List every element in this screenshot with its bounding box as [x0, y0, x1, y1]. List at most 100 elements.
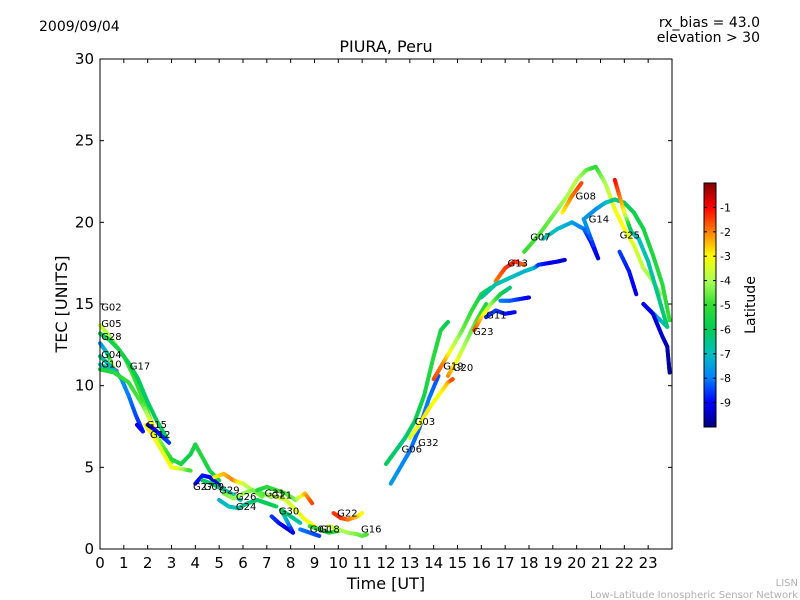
series-G03 [407, 377, 455, 440]
colorbar-tick-label: -7 [720, 348, 731, 361]
series-G15 [143, 422, 193, 473]
x-tick-label: 14 [424, 554, 443, 572]
series-G22 [331, 511, 365, 522]
series-label-G16: G16 [361, 525, 381, 536]
series-G17-segment [215, 476, 222, 483]
x-tick-label: 5 [214, 554, 224, 572]
y-tick-label: 15 [75, 295, 94, 313]
series-G01-segment [315, 533, 322, 538]
series-label-G05: G05 [101, 319, 121, 330]
elevation-label: elevation > 30 [657, 30, 760, 46]
series-label-G25: G25 [620, 231, 640, 242]
series-G06 [384, 319, 450, 467]
series-G05-segment [163, 433, 169, 440]
series-label-G08: G08 [575, 191, 595, 202]
date-label: 2009/09/04 [39, 19, 120, 35]
series-G24-segment [272, 503, 279, 509]
series-label-G31: G31 [264, 489, 284, 500]
series-G32-segment [434, 373, 441, 382]
series-label-G23: G23 [473, 327, 493, 338]
series-label-G02: G02 [101, 303, 121, 314]
series-G24 [217, 498, 279, 511]
series-G27 [193, 473, 222, 488]
x-tick-label: 21 [591, 554, 610, 572]
colorbar-tick-label: -4 [720, 275, 731, 288]
x-tick-label: 7 [262, 554, 272, 572]
series-label-G27: G27 [193, 482, 213, 493]
footer-lisn: LISN [776, 578, 798, 589]
y-tick-label: 5 [84, 458, 94, 476]
series-G14-segment [666, 312, 672, 323]
y-tick-label: 20 [75, 213, 94, 231]
series-G04-segment [134, 422, 140, 428]
series-G25-segment [633, 288, 639, 297]
colorbar-tick-label: -9 [720, 397, 731, 410]
series-label-G30: G30 [279, 507, 299, 518]
series-label-G04: G04 [101, 350, 121, 361]
x-tick-label: 18 [519, 554, 538, 572]
x-tick-label: 10 [329, 554, 348, 572]
series-G22-segment [359, 511, 365, 516]
colorbar-label: Latitude [743, 276, 759, 334]
y-tick-label: 25 [75, 132, 94, 150]
series-label-G06: G06 [401, 445, 421, 456]
series-G30-segment [296, 519, 303, 525]
y-tick-label: 30 [75, 50, 94, 68]
series-label-G17: G17 [130, 361, 150, 372]
x-tick-label: 19 [543, 554, 562, 572]
x-tick-label: 3 [167, 554, 177, 572]
series-G01 [298, 527, 322, 538]
series-G32 [388, 373, 441, 486]
series-G17 [98, 367, 222, 483]
chart-title: PIURA, Peru [339, 37, 432, 56]
series-G23-segment [506, 285, 512, 291]
colorbar-ticks: -1 -2 -3 -4 -5 -6 -7 -8 -9 [704, 201, 731, 410]
series-label-G28: G28 [101, 332, 121, 343]
series-label-G32: G32 [418, 438, 438, 449]
colorbar-tick-label: -8 [720, 372, 731, 385]
series-label-G22: G22 [337, 508, 357, 519]
series-G09-segment [237, 496, 243, 502]
series-label-G21: G21 [272, 490, 292, 501]
x-tick-label: 15 [448, 554, 467, 572]
series-label-G20: G20 [453, 363, 473, 374]
series-G29-segment [258, 493, 265, 499]
series-label-G11: G11 [486, 311, 506, 322]
series-G13 [493, 259, 527, 284]
series-label-G14: G14 [589, 214, 609, 225]
x-tick-label: 16 [472, 554, 491, 572]
series-G20-segment [482, 302, 489, 309]
series-label-G26: G26 [236, 492, 256, 503]
colorbar-tick-label: -1 [720, 201, 731, 214]
x-axis: 0 1 2 3 4 5 6 7 8 9 10 11 12 13 14 15 16 17 18 19 20 21 22 23 [95, 59, 658, 572]
series-label-G07: G07 [530, 232, 550, 243]
x-tick-label: 0 [95, 554, 105, 572]
series-label-G18: G18 [319, 525, 339, 536]
series-G11 [484, 308, 517, 320]
colorbar-tick-label: -5 [720, 299, 731, 312]
series-G16 [326, 524, 369, 538]
series-G14 [541, 197, 672, 323]
series-G13-segment [520, 262, 527, 267]
x-axis-label: Time [UT] [346, 574, 425, 593]
y-axis: 0 5 10 15 20 25 30 [75, 50, 672, 558]
series-label-G10: G10 [101, 360, 121, 371]
footer-network: Low-Latitude Ionospheric Sensor Network [590, 590, 798, 600]
series-G31 [255, 484, 315, 506]
series-layer [98, 164, 672, 538]
y-axis-label: TEC [UNITS] [52, 256, 71, 354]
x-tick-label: 2 [143, 554, 153, 572]
series-G23 [472, 285, 512, 333]
x-tick-label: 6 [238, 554, 248, 572]
x-tick-label: 12 [376, 554, 395, 572]
x-tick-label: 1 [119, 554, 129, 572]
x-tick-label: 9 [310, 554, 320, 572]
plot-frame [99, 58, 673, 550]
series-G08-segment [577, 181, 584, 188]
colorbar-tick-label: -6 [720, 323, 731, 336]
colorbar-tick-label: -3 [720, 250, 731, 263]
x-tick-label: 23 [639, 554, 658, 572]
series-G06-segment [444, 319, 450, 326]
x-tick-label: 11 [353, 554, 372, 572]
